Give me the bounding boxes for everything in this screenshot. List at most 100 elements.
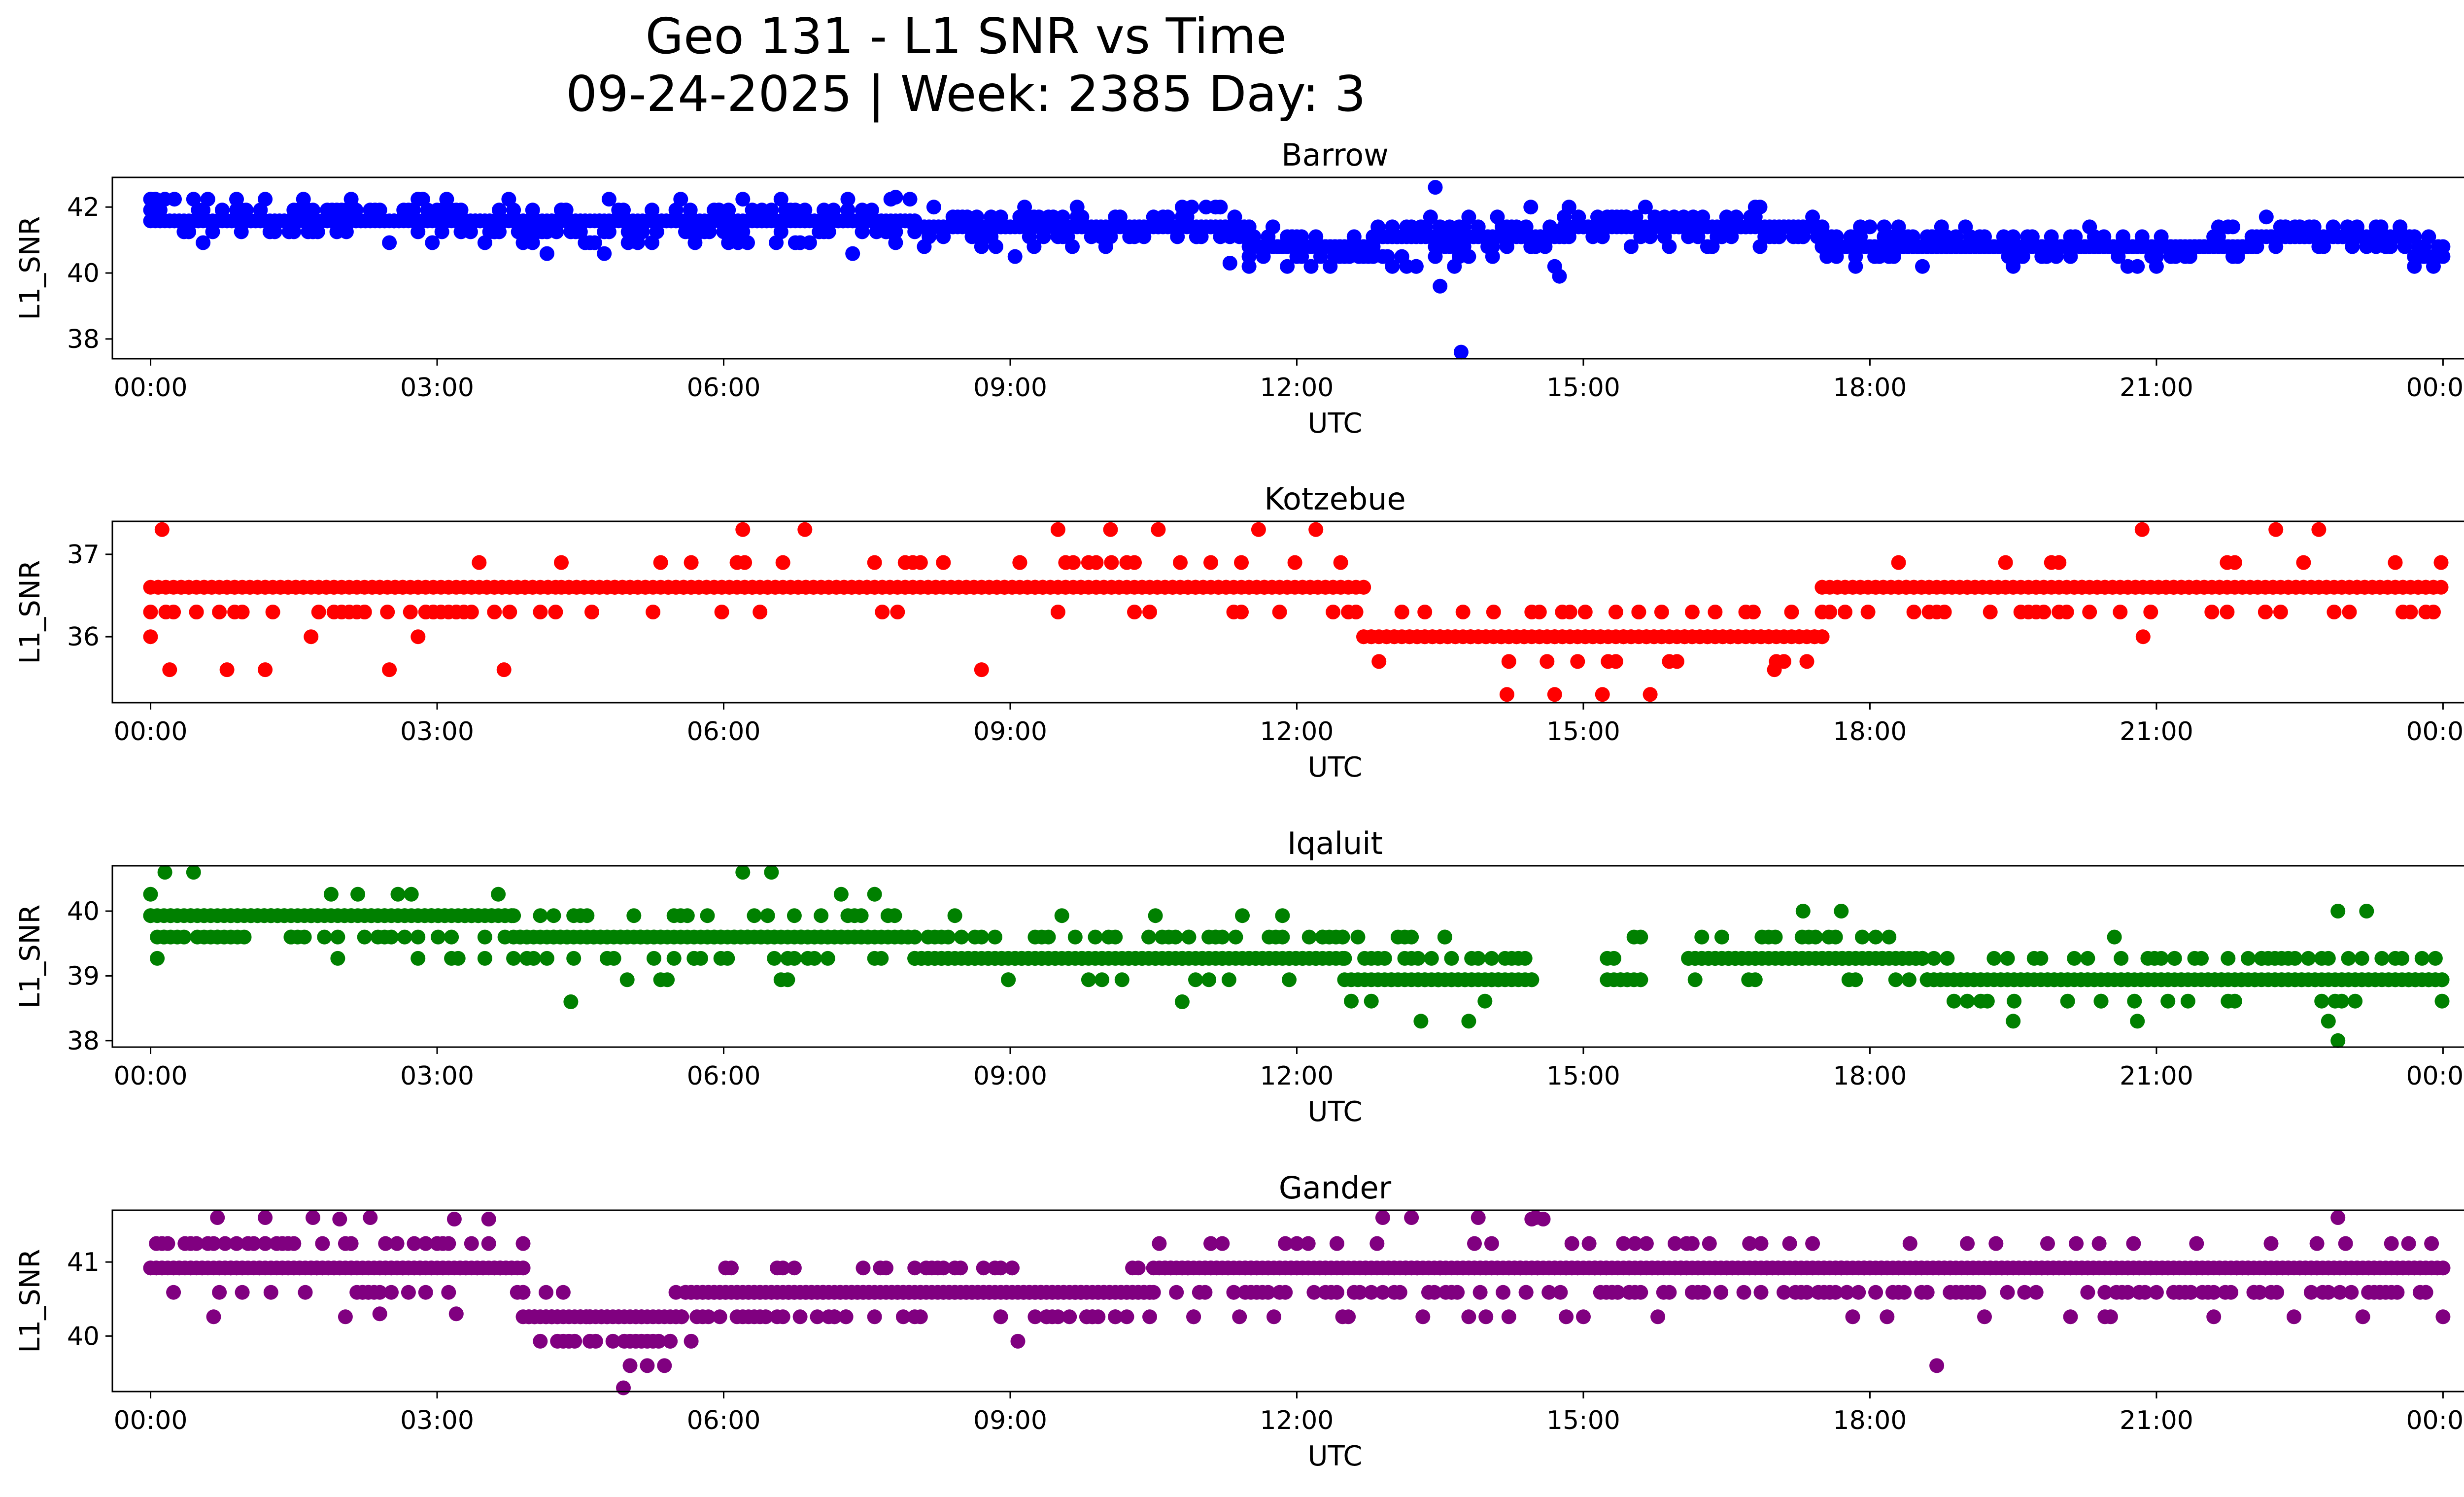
data-point [464, 1236, 479, 1251]
data-point [775, 1260, 790, 1276]
data-point [907, 1260, 923, 1276]
data-point [2000, 951, 2015, 966]
figure-title-line1: Geo 131 - L1 SNR vs Time [646, 7, 1287, 65]
data-point [2017, 1285, 2032, 1300]
data-point [1669, 654, 1684, 669]
data-point [2403, 605, 2418, 619]
data-point [1437, 929, 1452, 945]
data-point [646, 605, 661, 619]
data-point [1108, 929, 1123, 945]
data-point [1148, 908, 1163, 923]
data-point [212, 605, 227, 619]
data-point [954, 929, 969, 945]
x-tick-label: 00:00 [114, 717, 188, 747]
data-point [1576, 1309, 1591, 1325]
data-point [1986, 951, 2002, 966]
data-point [1104, 555, 1119, 570]
data-point [838, 1309, 854, 1325]
data-point [1631, 605, 1646, 619]
data-point [2160, 993, 2176, 1009]
data-point [1668, 1236, 1682, 1251]
data-point [1235, 908, 1250, 923]
data-point [936, 555, 951, 570]
data-point [1278, 1236, 1293, 1251]
data-point [1623, 239, 1639, 254]
data-point [888, 235, 903, 250]
data-point [2395, 951, 2410, 966]
data-point-outlier [154, 522, 170, 537]
data-point [1408, 259, 1424, 274]
data-point [1010, 1333, 1026, 1349]
data-point-outlier [797, 522, 813, 537]
data-point [477, 951, 492, 966]
data-point [622, 1358, 638, 1373]
data-point [2426, 605, 2441, 619]
data-point-outlier [974, 662, 989, 678]
data-point [2180, 993, 2195, 1009]
data-point [1050, 605, 1065, 619]
subplot-title: Barrow [1281, 137, 1389, 173]
data-point [2388, 555, 2403, 570]
data-point [1377, 951, 1392, 966]
x-tick-label: 12:00 [1260, 1406, 1334, 1435]
data-point [1501, 654, 1516, 669]
data-point [1654, 605, 1669, 619]
data-point [693, 951, 708, 966]
data-point [1467, 1236, 1482, 1251]
data-point [1364, 993, 1379, 1009]
data-point [1608, 654, 1623, 669]
data-point [2063, 1309, 2078, 1325]
x-tick-label: 18:00 [1833, 1061, 1907, 1091]
data-point [1696, 1285, 1711, 1300]
data-point [1282, 972, 1297, 987]
data-point [2341, 951, 2356, 966]
data-point [533, 605, 548, 619]
data-point [2259, 209, 2274, 225]
data-point [2060, 993, 2075, 1009]
data-point [1901, 972, 1916, 987]
data-point [567, 1333, 582, 1349]
data-point [2421, 229, 2436, 244]
data-point [506, 951, 521, 966]
data-point [1088, 929, 1103, 945]
x-axis-label: UTC [1307, 751, 1362, 783]
data-point [2344, 1285, 2359, 1300]
data-point [2433, 579, 2449, 595]
data-points [143, 865, 2450, 1048]
data-point [1854, 929, 1870, 945]
data-point [2028, 1285, 2044, 1300]
data-point [1081, 972, 1096, 987]
data-point [1278, 1285, 1293, 1300]
data-point [1484, 1236, 1499, 1251]
data-point [1471, 951, 1486, 966]
data-point [464, 605, 479, 619]
data-point [2059, 605, 2074, 619]
data-point [2296, 555, 2311, 570]
data-point [533, 908, 548, 923]
data-point [418, 1236, 433, 1251]
data-point [1799, 1285, 1814, 1300]
data-point [304, 629, 319, 645]
data-point [2428, 951, 2443, 966]
data-point [1266, 1309, 1281, 1325]
data-point [2332, 1285, 2348, 1300]
data-point-outlier [258, 1210, 273, 1225]
data-point [1702, 1236, 1717, 1251]
data-point [357, 929, 372, 945]
data-point [1394, 605, 1409, 619]
data-point [143, 886, 158, 902]
data-point [2220, 605, 2235, 619]
data-point [1616, 1236, 1631, 1251]
x-tick-label: 18:00 [1833, 717, 1907, 747]
data-point [1326, 605, 1341, 619]
y-axis-label: L1_SNR [14, 1249, 46, 1353]
data-point [315, 1236, 330, 1251]
y-tick-label: 38 [67, 325, 100, 354]
data-point-outlier [162, 662, 177, 678]
data-point [1213, 200, 1228, 215]
data-point-outlier [219, 662, 235, 678]
data-point [787, 951, 802, 966]
data-point-outlier [1174, 994, 1190, 1009]
data-point [814, 908, 829, 923]
